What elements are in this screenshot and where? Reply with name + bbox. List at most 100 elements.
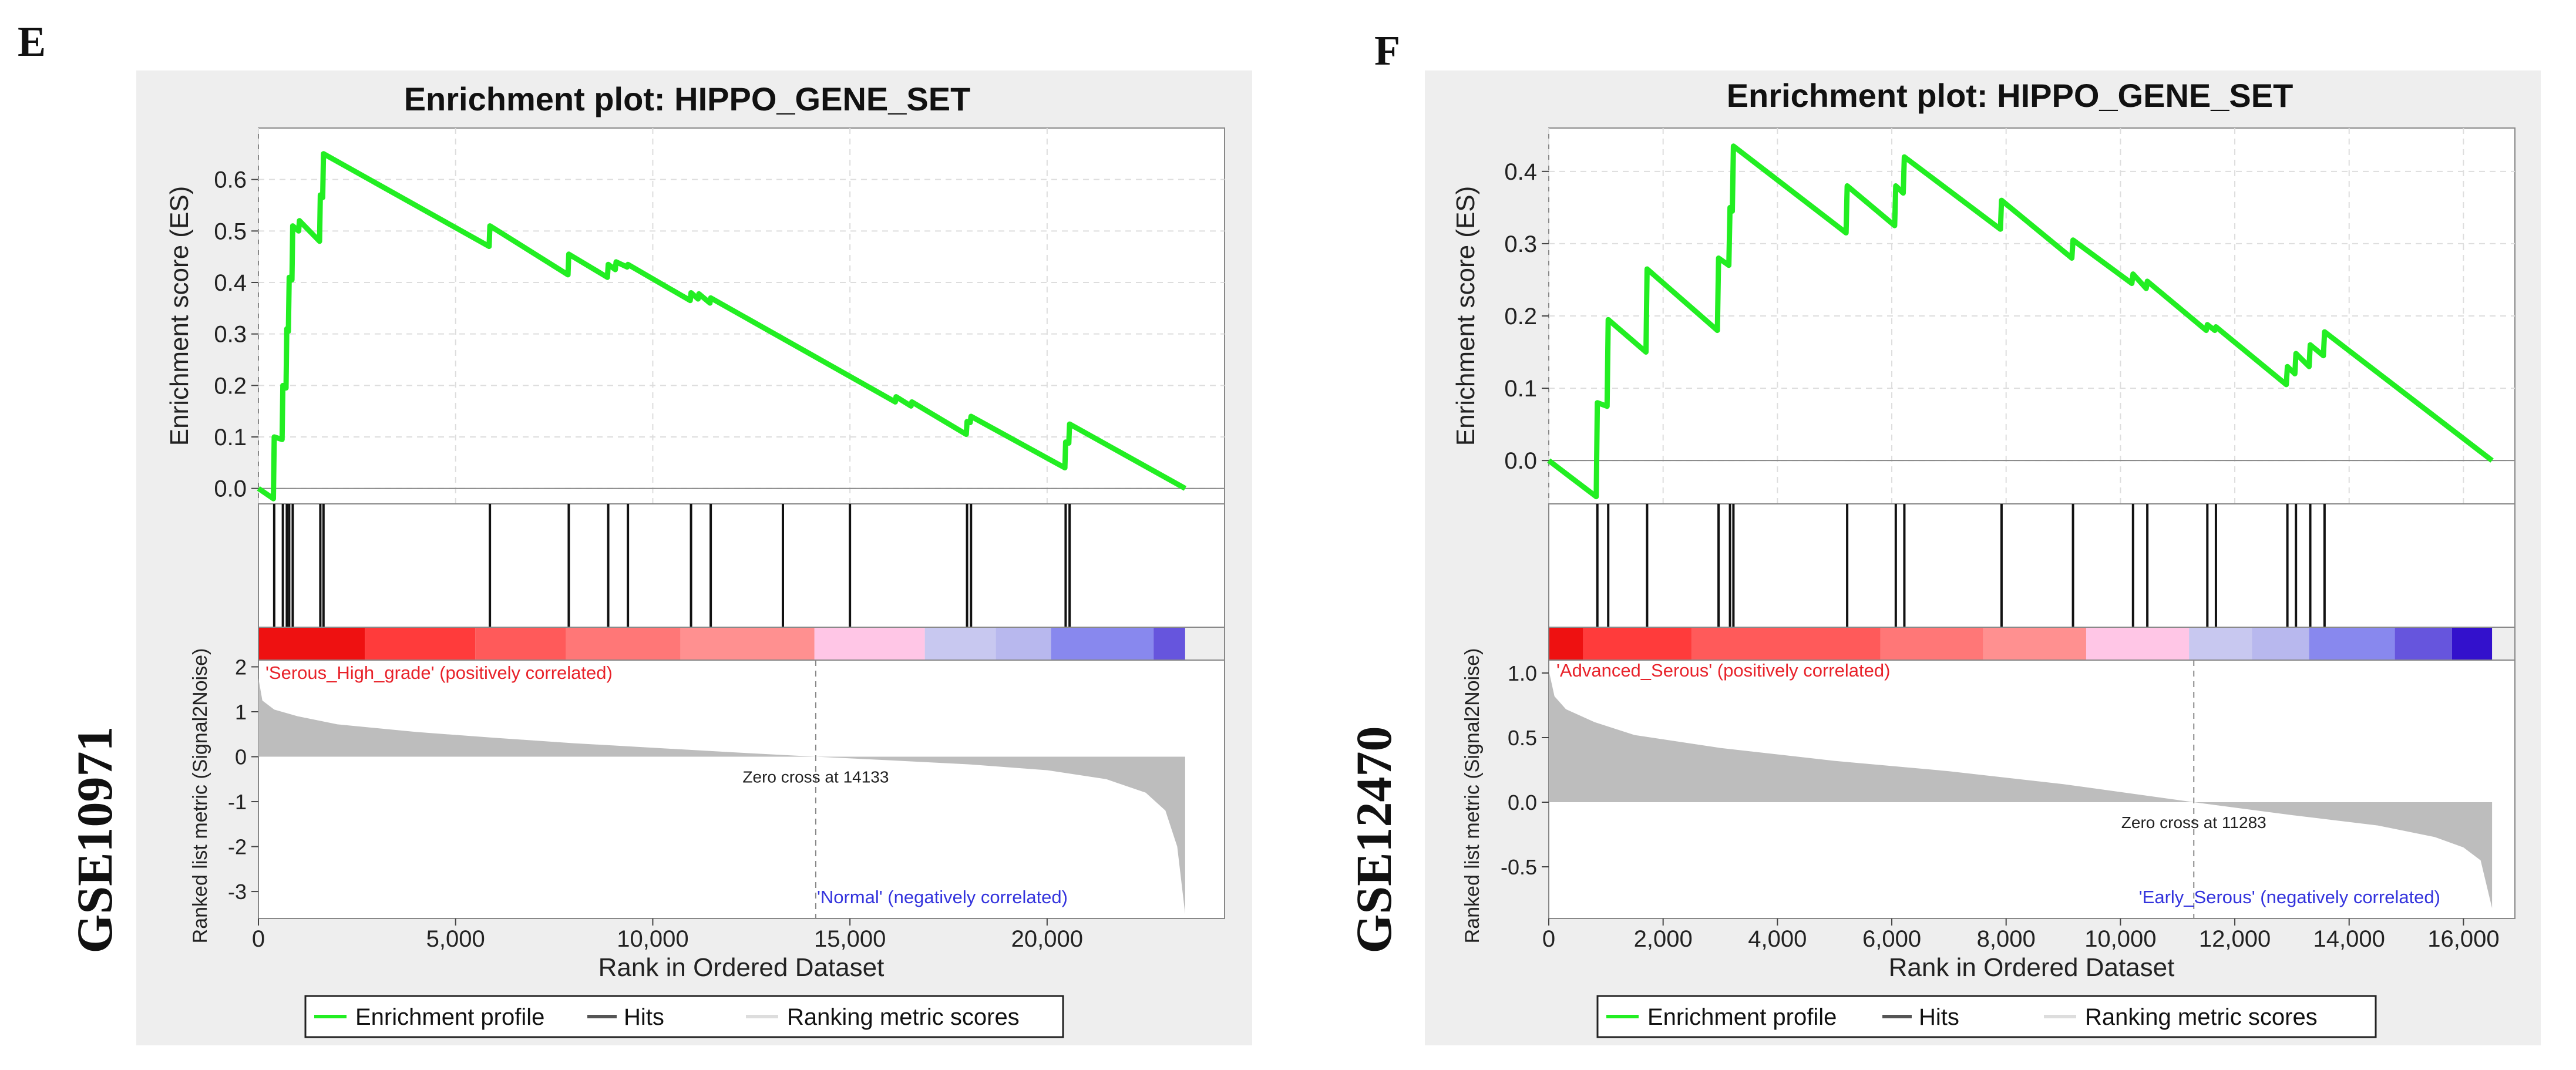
panel-f-hits — [1596, 504, 2326, 627]
panel-e-legend-metric-label: Ranking metric scores — [787, 1004, 1020, 1030]
metric-y-tick-label: -0.5 — [1501, 855, 1537, 879]
x-tick-label: 20,000 — [1011, 926, 1083, 952]
x-tick-label: 0 — [1542, 926, 1555, 952]
panel-f-neg-label: 'Early_Serous' (negatively correlated) — [2139, 887, 2440, 907]
panel-f-letter: F — [1374, 27, 1400, 74]
panel-e-hits-area — [258, 503, 1225, 628]
panel-e-legend-es-label: Enrichment profile — [355, 1004, 544, 1030]
metric-y-tick-label: 0.0 — [1508, 790, 1537, 815]
es-y-tick-label: 0.6 — [214, 167, 247, 193]
metric-y-tick-label: 2 — [235, 655, 247, 679]
heatmap-segment — [1983, 627, 2086, 660]
panel-f-legend: Enrichment profile Hits Ranking metric s… — [1596, 995, 2377, 1038]
panel-e-x-ticks: 0 5,000 10,000 15,000 20,000 — [252, 918, 1083, 952]
x-tick-label: 15,000 — [814, 926, 886, 952]
heatmap-segment — [814, 627, 925, 660]
heatmap-segment — [2451, 627, 2493, 660]
panel-e-metric-ylabel: Ranked list metric (Signal2Noise) — [189, 648, 211, 944]
heatmap-segment — [2086, 627, 2190, 660]
panel-f-es-y-ticks: 0.0 0.1 0.2 0.3 0.4 — [1504, 159, 1549, 474]
heatmap-segment — [924, 627, 996, 660]
panel-e-es-ylabel: Enrichment score (ES) — [165, 186, 194, 446]
panel-e-legend: Enrichment profile Hits Ranking metric s… — [304, 995, 1064, 1038]
panel-f-metric-ylabel: Ranked list metric (Signal2Noise) — [1461, 648, 1484, 944]
metric-y-tick-label: 0 — [235, 745, 247, 769]
x-tick-label: 0 — [252, 926, 265, 952]
x-tick-label: 12,000 — [2199, 926, 2271, 952]
panel-e-neg-label: 'Normal' (negatively correlated) — [817, 887, 1068, 907]
heatmap-segment — [475, 627, 566, 660]
panel-e-heatmap — [258, 627, 1185, 660]
panel-e: E GSE10971 Enrichment plot: HIPPO_GENE_S… — [18, 18, 1252, 1045]
heatmap-segment — [1154, 627, 1185, 660]
heatmap-segment — [2252, 627, 2309, 660]
panel-f-zero-cross-label: Zero cross at 11283 — [2121, 813, 2266, 832]
metric-y-tick-label: 1.0 — [1508, 661, 1537, 685]
panel-e-title: Enrichment plot: HIPPO_GENE_SET — [404, 80, 971, 117]
metric-y-tick-label: 1 — [235, 700, 247, 724]
panel-f-metric-area-fill — [1549, 670, 2493, 909]
es-y-tick-label: 0.0 — [1504, 448, 1537, 474]
panel-f-hits-area — [1548, 503, 2516, 628]
x-tick-label: 5,000 — [426, 926, 485, 952]
heatmap-segment — [1583, 627, 1692, 660]
heatmap-segment — [1880, 627, 1983, 660]
x-tick-label: 6,000 — [1862, 926, 1921, 952]
x-tick-label: 2,000 — [1634, 926, 1693, 952]
panel-f-dataset-id: GSE12470 — [1346, 726, 1402, 953]
heatmap-segment — [365, 627, 476, 660]
es-y-tick-label: 0.1 — [1504, 376, 1537, 402]
panel-f-es-curve — [1547, 143, 2494, 500]
metric-y-tick-label: -1 — [228, 790, 247, 814]
heatmap-segment — [2395, 627, 2452, 660]
panel-f-es-plot-area — [1548, 127, 2516, 504]
heatmap-segment — [1051, 627, 1154, 660]
panel-e-es-curve — [257, 151, 1187, 502]
es-y-tick-label: 0.5 — [214, 218, 247, 244]
x-tick-label: 4,000 — [1748, 926, 1807, 952]
panel-f-legend-metric-label: Ranking metric scores — [2085, 1004, 2318, 1030]
heatmap-segment — [2189, 627, 2252, 660]
panel-f-legend-box — [1596, 995, 2377, 1038]
panel-e-pos-label: 'Serous_High_grade' (positively correlat… — [265, 662, 613, 683]
panel-e-zero-cross-label: Zero cross at 14133 — [742, 768, 889, 786]
es-y-tick-label: 0.0 — [214, 476, 247, 502]
panel-f-es-ylabel: Enrichment score (ES) — [1451, 186, 1480, 446]
es-y-tick-label: 0.3 — [214, 322, 247, 348]
panel-e-letter: E — [18, 18, 46, 65]
es-y-tick-label: 0.1 — [214, 425, 247, 450]
heatmap-segment — [996, 627, 1051, 660]
panel-e-legend-box — [304, 995, 1064, 1038]
panel-e-hits — [273, 504, 1071, 627]
panel-f: F GSE12470 Enrichment plot: HIPPO_GENE_S… — [1346, 27, 2541, 1045]
heatmap-segment — [2309, 627, 2395, 660]
x-tick-label: 10,000 — [617, 926, 688, 952]
panel-e-metric-area — [258, 660, 1225, 919]
panel-e-es-gridlines — [258, 128, 1225, 504]
es-y-tick-label: 0.4 — [214, 270, 247, 296]
heatmap-segment — [566, 627, 681, 660]
heatmap-segment — [258, 627, 365, 660]
x-tick-label: 10,000 — [2084, 926, 2156, 952]
panel-e-legend-hits-label: Hits — [624, 1004, 664, 1030]
panel-f-legend-hits-label: Hits — [1919, 1004, 1959, 1030]
heatmap-segment — [1549, 627, 1583, 660]
es-y-tick-label: 0.4 — [1504, 159, 1537, 185]
panel-e-xlabel: Rank in Ordered Dataset — [598, 953, 885, 982]
panel-f-xlabel: Rank in Ordered Dataset — [1889, 953, 2175, 982]
x-tick-label: 16,000 — [2427, 926, 2499, 952]
panel-f-legend-es-label: Enrichment profile — [1647, 1004, 1837, 1030]
metric-y-tick-label: 0.5 — [1508, 726, 1537, 750]
panel-f-heatmap — [1549, 627, 2493, 660]
es-y-tick-label: 0.2 — [214, 373, 247, 399]
x-tick-label: 8,000 — [1977, 926, 2036, 952]
panel-f-pos-label: 'Advanced_Serous' (positively correlated… — [1556, 660, 1890, 681]
panel-f-title: Enrichment plot: HIPPO_GENE_SET — [1727, 77, 2293, 114]
es-y-tick-label: 0.2 — [1504, 304, 1537, 329]
panel-f-metric-y-ticks: 1.0 0.5 0.0 -0.5 — [1501, 661, 1549, 879]
panel-f-x-ticks: 0 2,000 4,000 6,000 8,000 10,000 12,000 14,000 1… — [1542, 918, 2500, 952]
metric-y-tick-label: -2 — [228, 835, 247, 859]
x-tick-label: 14,000 — [2313, 926, 2385, 952]
heatmap-segment — [680, 627, 815, 660]
